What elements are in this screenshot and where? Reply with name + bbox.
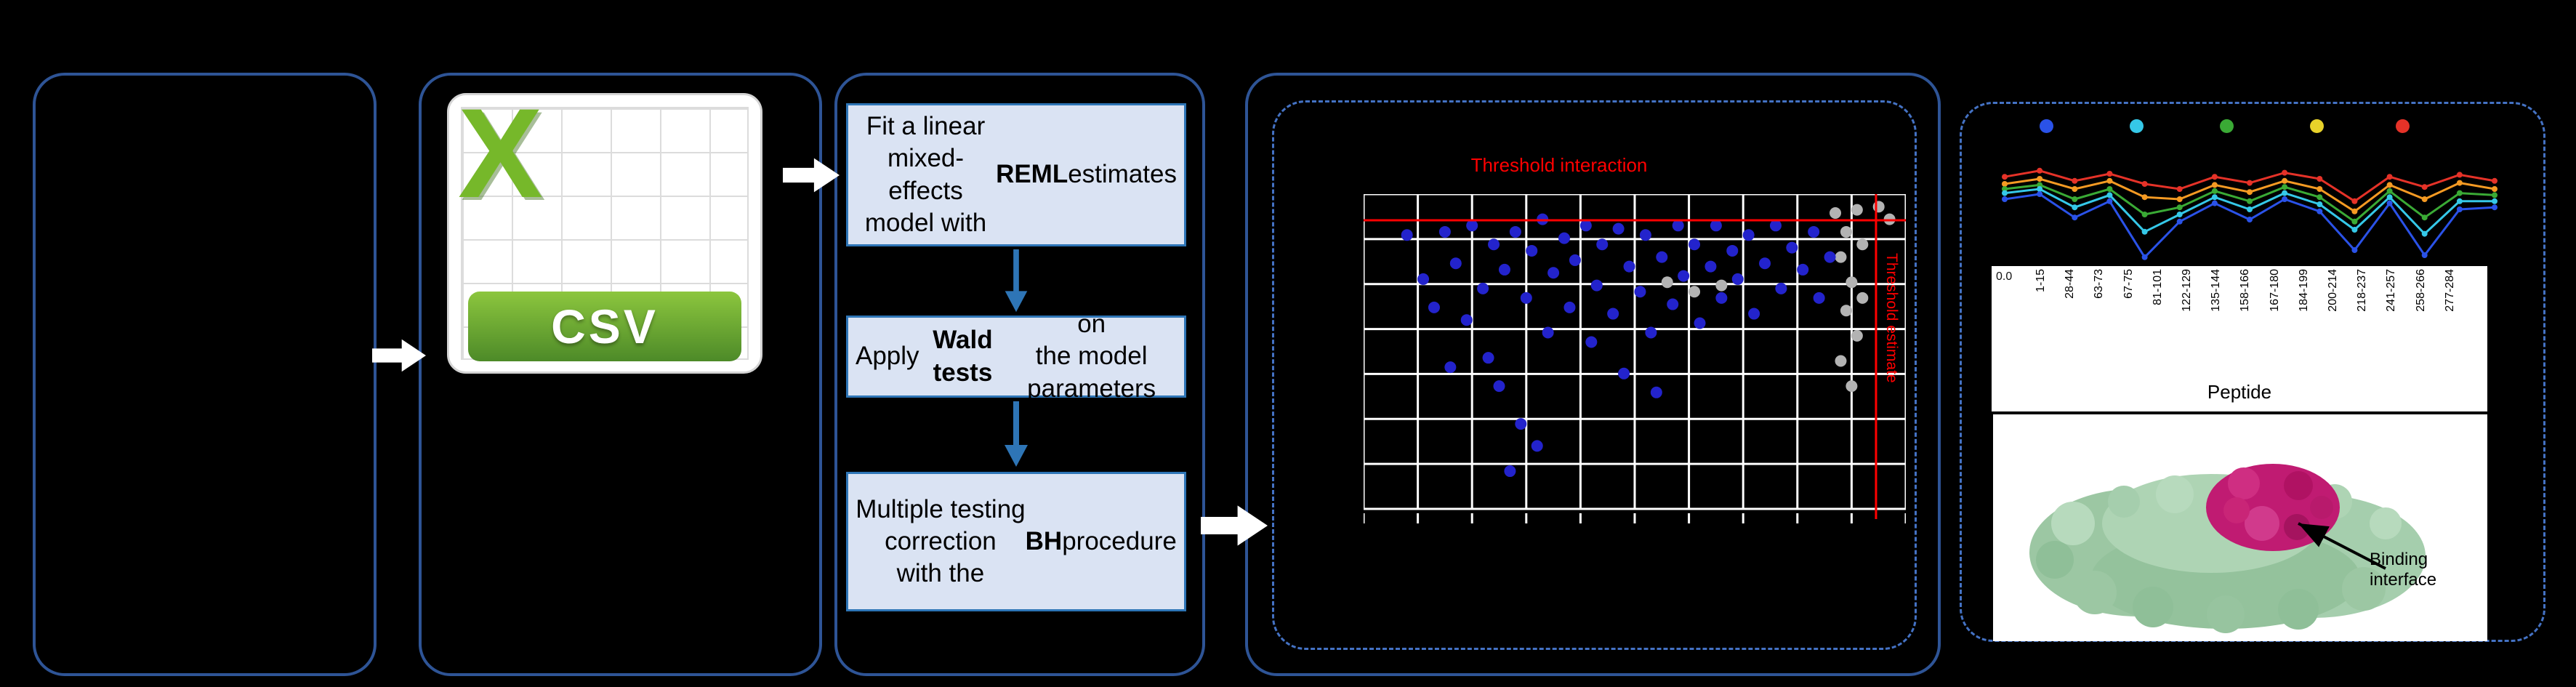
arrow-right-icon xyxy=(372,339,426,372)
peptide-tick-label: 63-73 xyxy=(2093,269,2106,299)
peptide-tick-label: 200-214 xyxy=(2327,269,2339,312)
peptide-tick-label: 241-257 xyxy=(2385,269,2398,312)
panel-csv xyxy=(419,73,822,676)
peptide-tick-label: 158-166 xyxy=(2239,269,2252,312)
peptide-tick-label: 277-284 xyxy=(2443,269,2456,312)
panel-scatter-dashed xyxy=(1272,100,1917,650)
peptide-axis: 0.0 Peptide 1-15 28-44 63-73 67-75 81-101 122… xyxy=(1992,266,2487,411)
peptide-axis-label: Peptide xyxy=(2207,381,2272,403)
arrow-down-icon xyxy=(1005,249,1028,313)
flow-box-bh: Multiple testing correction with the BH … xyxy=(846,472,1186,611)
flow-box-reml: Fit a linear mixed- effects model with R… xyxy=(846,103,1186,246)
panel-scatter xyxy=(1245,73,1941,676)
panel-model xyxy=(834,73,1205,676)
peptide-tick-label: 122-129 xyxy=(2181,269,2193,312)
binding-interface-label: Binding interface xyxy=(2370,550,2437,590)
scatter-plot xyxy=(1364,194,1906,523)
protein-image: Binding interface xyxy=(1993,414,2487,641)
protein-binding-region xyxy=(2206,464,2340,551)
peptide-tick-label: 81-101 xyxy=(2151,269,2164,305)
csv-file-icon: X CSV xyxy=(447,83,762,374)
peptide-tick-label: 135-144 xyxy=(2210,269,2223,312)
flow-box-wald: Apply Wald tests on the model parameters xyxy=(846,310,1186,403)
arrow-down-icon xyxy=(1005,401,1028,467)
kinetics-chart xyxy=(2002,167,2497,260)
protein-structure xyxy=(2029,464,2426,633)
threshold-estimate-label: Threshold estimate xyxy=(1883,253,1900,383)
peptide-tick-label: 184-199 xyxy=(2297,269,2310,312)
panel-input xyxy=(33,73,377,676)
y-axis-tick: 0.0 xyxy=(1996,270,2013,283)
scatter-title: Threshold interaction xyxy=(1470,154,1648,176)
excel-x-logo: X xyxy=(458,83,543,225)
peptide-tick-label: 258-266 xyxy=(2414,269,2427,312)
peptide-tick-label: 218-237 xyxy=(2356,269,2369,312)
peptide-tick-label: 167-180 xyxy=(2268,269,2281,312)
peptide-tick-label: 28-44 xyxy=(2064,269,2077,299)
peptide-tick-label: 1-15 xyxy=(2034,269,2047,293)
arrow-right-icon xyxy=(1201,505,1268,546)
arrow-right-icon xyxy=(783,158,840,193)
csv-banner: CSV xyxy=(468,292,741,361)
binding-arrow xyxy=(2298,522,2386,570)
peptide-tick-label: 67-75 xyxy=(2122,269,2135,299)
